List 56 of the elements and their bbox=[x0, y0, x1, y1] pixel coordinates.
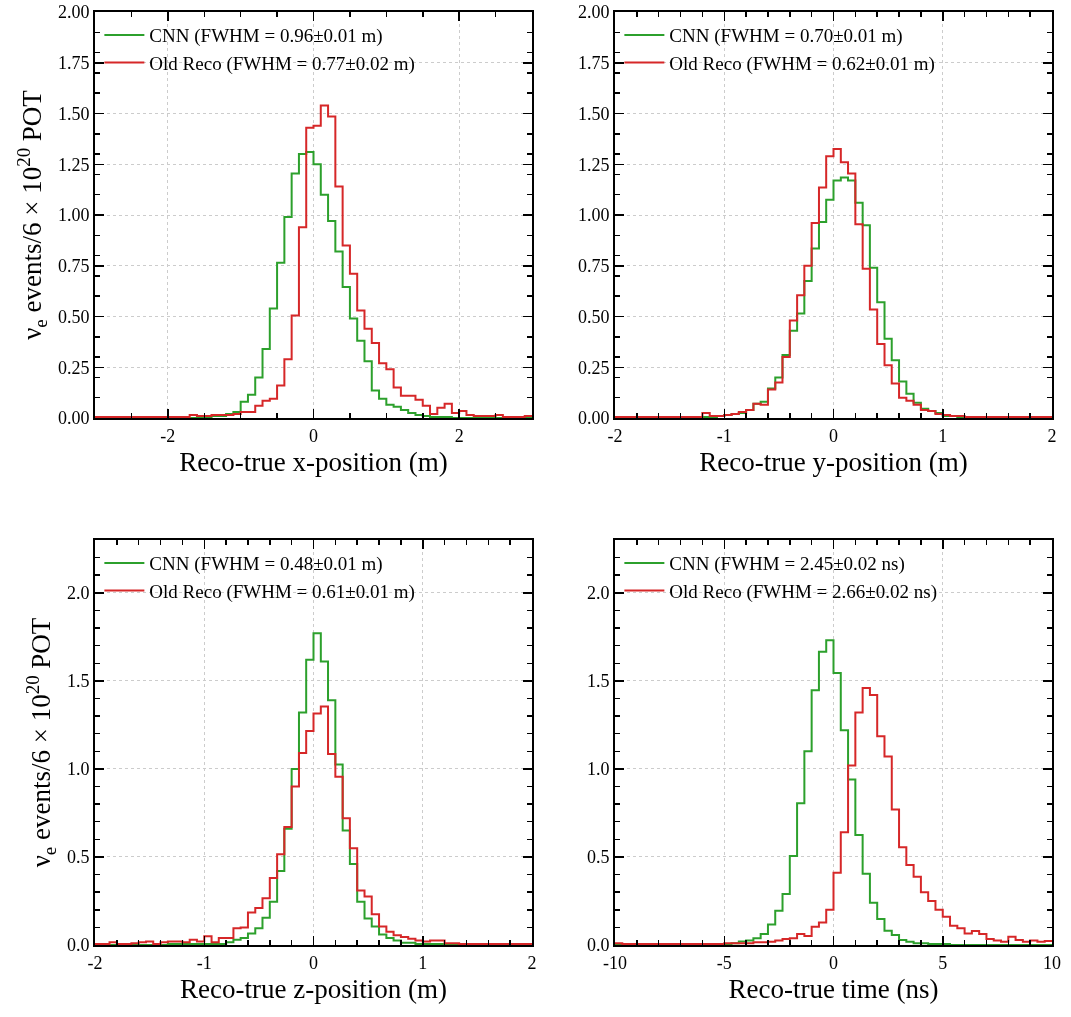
y-tick-label: 1.00 bbox=[57, 205, 90, 226]
x-tick-label: 0 bbox=[829, 425, 838, 446]
x-tick-label: 10 bbox=[1043, 952, 1061, 973]
legend-label: Old Reco (FWHM = 2.66±0.02 ns) bbox=[669, 581, 937, 604]
legend-label: CNN (FWHM = 2.45±0.02 ns) bbox=[669, 553, 905, 576]
y-tick-label: 0.5 bbox=[66, 847, 90, 868]
x-tick-label: 2 bbox=[1047, 425, 1057, 446]
x-tick-label: -2 bbox=[607, 425, 623, 446]
y-tick-label: 1.75 bbox=[577, 53, 610, 74]
x-tick-label: 1 bbox=[938, 425, 948, 446]
y-tick-label: 2.0 bbox=[586, 583, 610, 604]
y-tick-label: 1.50 bbox=[57, 103, 90, 124]
y-tick-label: 1.0 bbox=[586, 759, 610, 780]
x-axis-title: Reco-true z-position (m) bbox=[180, 974, 447, 1005]
x-tick-label: 2 bbox=[527, 952, 537, 973]
y-tick-label: 0.00 bbox=[577, 408, 610, 429]
y-tick-label: 0.75 bbox=[57, 256, 90, 277]
legend-label: CNN (FWHM = 0.48±0.01 m) bbox=[149, 553, 383, 576]
y-tick-label: 1.50 bbox=[577, 103, 610, 124]
x-tick-label: 0 bbox=[309, 952, 318, 973]
y-tick-label: 1.00 bbox=[577, 205, 610, 226]
x-axis-title: Reco-true x-position (m) bbox=[179, 447, 448, 478]
y-tick-label: 0.5 bbox=[586, 847, 610, 868]
x-tick-label: -2 bbox=[87, 952, 103, 973]
x-axis-title: Reco-true y-position (m) bbox=[699, 447, 968, 478]
x-axis-title: Reco-true time (ns) bbox=[728, 974, 939, 1005]
x-tick-label: 5 bbox=[938, 952, 948, 973]
y-tick-label: 0.75 bbox=[577, 256, 610, 277]
y-tick-label: 0.50 bbox=[57, 306, 90, 327]
x-tick-label: 1 bbox=[418, 952, 428, 973]
y-tick-label: 0.25 bbox=[577, 357, 610, 378]
y-tick-label: 2.0 bbox=[66, 583, 90, 604]
y-tick-label: 1.75 bbox=[57, 53, 90, 74]
legend-label: Old Reco (FWHM = 0.62±0.01 m) bbox=[669, 53, 935, 76]
legend-label: Old Reco (FWHM = 0.61±0.01 m) bbox=[149, 581, 415, 604]
y-tick-label: 0.00 bbox=[57, 408, 90, 429]
x-tick-label: 0 bbox=[829, 952, 838, 973]
y-tick-label: 1.0 bbox=[66, 759, 90, 780]
y-tick-label: 1.5 bbox=[66, 671, 90, 692]
x-tick-label: -5 bbox=[716, 952, 732, 973]
x-tick-label: -2 bbox=[160, 425, 176, 446]
y-tick-label: 1.5 bbox=[586, 671, 610, 692]
legend-label: CNN (FWHM = 0.96±0.01 m) bbox=[149, 25, 383, 48]
x-tick-label: -1 bbox=[716, 425, 732, 446]
y-tick-label: 1.25 bbox=[577, 154, 610, 175]
x-tick-label: 0 bbox=[309, 425, 318, 446]
y-tick-label: 2.00 bbox=[577, 2, 610, 23]
y-tick-label: 0.25 bbox=[57, 357, 90, 378]
legend-label: CNN (FWHM = 0.70±0.01 m) bbox=[669, 25, 903, 48]
y-tick-label: 0.50 bbox=[577, 306, 610, 327]
x-tick-label: -1 bbox=[196, 952, 212, 973]
y-tick-label: 1.25 bbox=[57, 154, 90, 175]
legend-label: Old Reco (FWHM = 0.77±0.02 m) bbox=[149, 53, 415, 76]
y-tick-label: 0.0 bbox=[66, 935, 90, 956]
x-tick-label: 2 bbox=[454, 425, 464, 446]
y-tick-label: 2.00 bbox=[57, 2, 90, 23]
